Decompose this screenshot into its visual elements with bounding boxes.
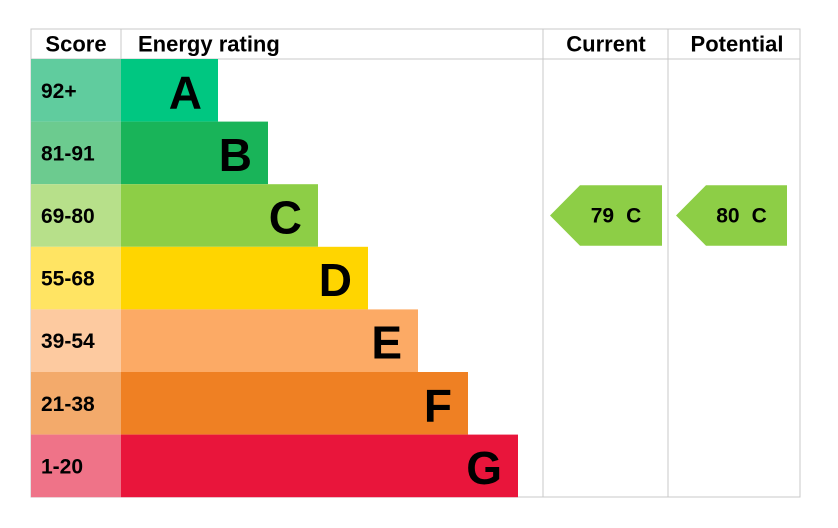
- arrow-value: 79: [591, 204, 614, 227]
- rating-bar: [121, 372, 468, 435]
- rating-arrow: [676, 185, 787, 246]
- score-label: 1-20: [41, 455, 83, 478]
- score-cell: [31, 59, 121, 122]
- header-potential: Potential: [691, 32, 784, 57]
- rating-bar: [121, 59, 218, 122]
- rating-bar: [121, 121, 268, 185]
- score-cell: [31, 246, 121, 310]
- arrow-letter: C: [752, 204, 767, 227]
- rating-bar: [121, 184, 318, 247]
- rating-letter: F: [424, 379, 452, 431]
- score-label: 81-91: [41, 142, 95, 165]
- score-cell: [31, 121, 121, 185]
- score-label: 92+: [41, 80, 77, 103]
- rating-letter: D: [319, 254, 352, 306]
- rating-bar: [121, 246, 368, 310]
- arrow-value: 80: [716, 204, 739, 227]
- rating-letter: E: [371, 317, 402, 369]
- rating-letter: B: [219, 129, 252, 181]
- arrow-letter: C: [626, 204, 641, 227]
- score-cell: [31, 434, 121, 498]
- rating-bar: [121, 434, 518, 498]
- rating-arrow: [550, 185, 662, 246]
- rating-letter: C: [269, 192, 302, 244]
- score-label: 39-54: [41, 330, 95, 353]
- rating-letter: A: [169, 66, 202, 118]
- score-cell: [31, 372, 121, 435]
- header-rating: Energy rating: [138, 32, 280, 57]
- arrow-label: 80 C: [716, 204, 767, 227]
- score-label: 21-38: [41, 393, 95, 416]
- header-score: Score: [45, 32, 106, 57]
- rating-letter: G: [466, 442, 502, 494]
- header-current: Current: [566, 32, 646, 57]
- score-label: 69-80: [41, 205, 95, 228]
- score-cell: [31, 309, 121, 372]
- arrow-label: 79 C: [591, 204, 642, 227]
- score-label: 55-68: [41, 268, 95, 291]
- score-cell: [31, 184, 121, 247]
- rating-bar: [121, 309, 418, 372]
